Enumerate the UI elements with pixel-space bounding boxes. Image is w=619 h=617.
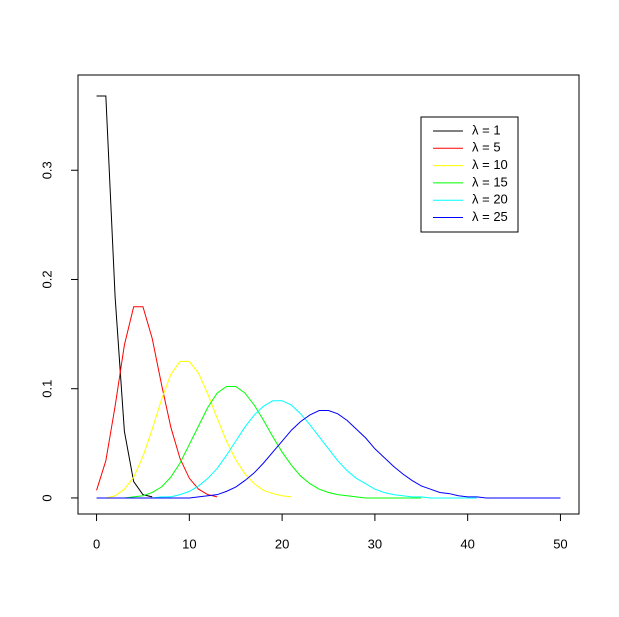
x-tick-label: 30	[368, 536, 382, 551]
y-tick-label: 0.2	[39, 270, 54, 288]
legend-label: λ = 1	[472, 122, 501, 137]
series-line	[96, 400, 477, 499]
legend-label: λ = 15	[472, 174, 508, 189]
x-tick-label: 0	[93, 536, 100, 551]
legend-box	[420, 116, 519, 233]
series-line	[96, 360, 292, 499]
x-tick-label: 40	[460, 536, 474, 551]
legend-label: λ = 20	[472, 192, 508, 207]
plot-frame	[77, 74, 580, 515]
legend-label: λ = 10	[472, 157, 508, 172]
series-line	[96, 95, 153, 498]
y-tick-label: 0.1	[39, 380, 54, 398]
series-line	[96, 410, 561, 499]
series-line	[96, 386, 422, 499]
y-tick-label: 0.3	[39, 161, 54, 179]
x-tick-label: 10	[182, 536, 196, 551]
x-tick-label: 20	[275, 536, 289, 551]
legend-label: λ = 25	[472, 209, 508, 224]
y-tick-label: 0	[39, 494, 54, 501]
legend-label: λ = 5	[472, 140, 501, 155]
x-tick-label: 50	[553, 536, 567, 551]
